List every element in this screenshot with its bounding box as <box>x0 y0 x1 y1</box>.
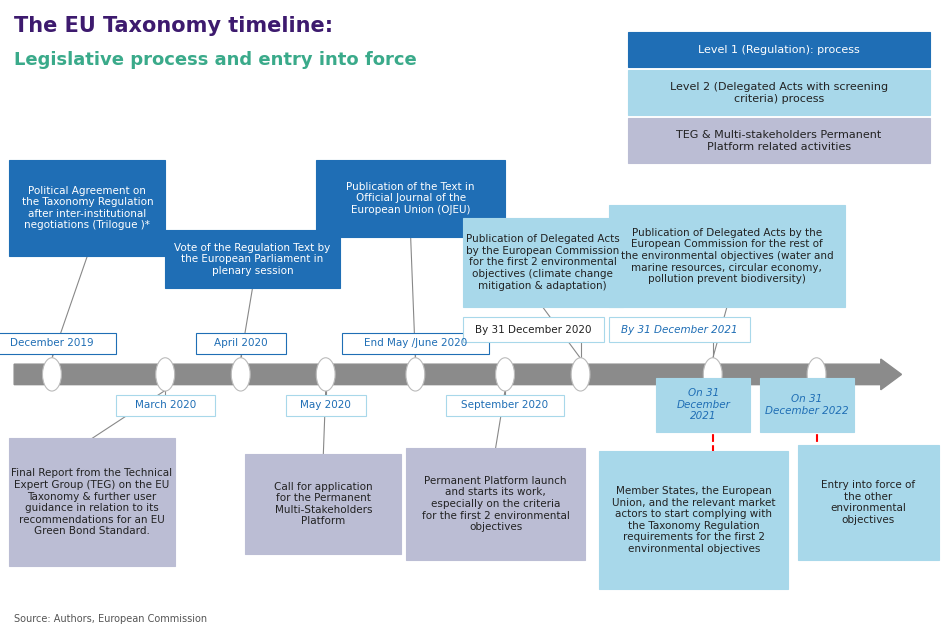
FancyBboxPatch shape <box>798 445 939 560</box>
Ellipse shape <box>42 358 61 391</box>
Ellipse shape <box>316 358 335 391</box>
Text: May 2020: May 2020 <box>300 401 351 410</box>
FancyBboxPatch shape <box>115 395 214 416</box>
FancyBboxPatch shape <box>447 395 565 416</box>
Text: September 2020: September 2020 <box>462 401 548 410</box>
FancyBboxPatch shape <box>9 438 175 566</box>
Text: Publication of the Text in
Official Journal of the
European Union (OJEU): Publication of the Text in Official Jour… <box>346 182 475 215</box>
Ellipse shape <box>496 358 514 391</box>
FancyBboxPatch shape <box>628 32 930 67</box>
FancyBboxPatch shape <box>656 378 750 432</box>
Text: March 2020: March 2020 <box>135 401 195 410</box>
FancyBboxPatch shape <box>628 118 930 163</box>
Ellipse shape <box>807 358 826 391</box>
Text: TEG & Multi-stakeholders Permanent
Platform related activities: TEG & Multi-stakeholders Permanent Platf… <box>676 130 882 152</box>
Text: Political Agreement on
the Taxonomy Regulation
after inter-institutional
negotia: Political Agreement on the Taxonomy Regu… <box>22 186 153 230</box>
Text: Call for application
for the Permanent
Multi-Stakeholders
Platform: Call for application for the Permanent M… <box>274 481 373 526</box>
Text: The EU Taxonomy timeline:: The EU Taxonomy timeline: <box>14 16 333 36</box>
Text: End May /June 2020: End May /June 2020 <box>363 339 467 348</box>
FancyBboxPatch shape <box>406 448 585 560</box>
Text: April 2020: April 2020 <box>214 339 267 348</box>
Ellipse shape <box>231 358 250 391</box>
Text: December 2019: December 2019 <box>10 339 93 348</box>
Text: Final Report from the Technical
Expert Group (TEG) on the EU
Taxonomy & further : Final Report from the Technical Expert G… <box>11 468 173 536</box>
Text: By 31 December 2020: By 31 December 2020 <box>475 324 592 335</box>
Ellipse shape <box>406 358 425 391</box>
Text: Member States, the European
Union, and the relevant market
actors to start compl: Member States, the European Union, and t… <box>612 486 776 554</box>
Text: Permanent Platform launch
and starts its work,
especially on the criteria
for th: Permanent Platform launch and starts its… <box>422 476 569 532</box>
Text: By 31 December 2021: By 31 December 2021 <box>621 324 738 335</box>
FancyBboxPatch shape <box>165 230 340 288</box>
Text: On 31
December
2021: On 31 December 2021 <box>676 388 731 421</box>
FancyBboxPatch shape <box>628 70 930 115</box>
Text: Level 2 (Delegated Acts with screening
criteria) process: Level 2 (Delegated Acts with screening c… <box>669 82 888 104</box>
FancyBboxPatch shape <box>463 218 623 307</box>
Text: Legislative process and entry into force: Legislative process and entry into force <box>14 51 417 69</box>
FancyBboxPatch shape <box>285 395 366 416</box>
Ellipse shape <box>156 358 175 391</box>
Ellipse shape <box>571 358 590 391</box>
FancyBboxPatch shape <box>760 378 854 432</box>
FancyBboxPatch shape <box>0 333 115 354</box>
FancyBboxPatch shape <box>599 451 788 589</box>
Text: Source: Authors, European Commission: Source: Authors, European Commission <box>14 614 208 624</box>
FancyBboxPatch shape <box>245 454 401 554</box>
Text: Vote of the Regulation Text by
the European Parliament in
plenary session: Vote of the Regulation Text by the Europ… <box>175 243 330 276</box>
FancyBboxPatch shape <box>9 160 165 256</box>
FancyBboxPatch shape <box>609 317 750 342</box>
FancyBboxPatch shape <box>316 160 505 237</box>
FancyBboxPatch shape <box>196 333 285 354</box>
Text: Level 1 (Regulation): process: Level 1 (Regulation): process <box>698 45 860 54</box>
FancyArrow shape <box>14 359 902 390</box>
Text: Entry into force of
the other
environmental
objectives: Entry into force of the other environmen… <box>821 480 916 525</box>
FancyBboxPatch shape <box>463 317 604 342</box>
Text: Publication of Delegated Acts
by the European Commission
for the first 2 environ: Publication of Delegated Acts by the Eur… <box>466 234 619 291</box>
Text: On 31
December 2022: On 31 December 2022 <box>766 394 849 415</box>
FancyBboxPatch shape <box>609 205 845 307</box>
Text: Publication of Delegated Acts by the
European Commission for the rest of
the env: Publication of Delegated Acts by the Eur… <box>620 228 834 284</box>
Ellipse shape <box>703 358 722 391</box>
FancyBboxPatch shape <box>342 333 489 354</box>
